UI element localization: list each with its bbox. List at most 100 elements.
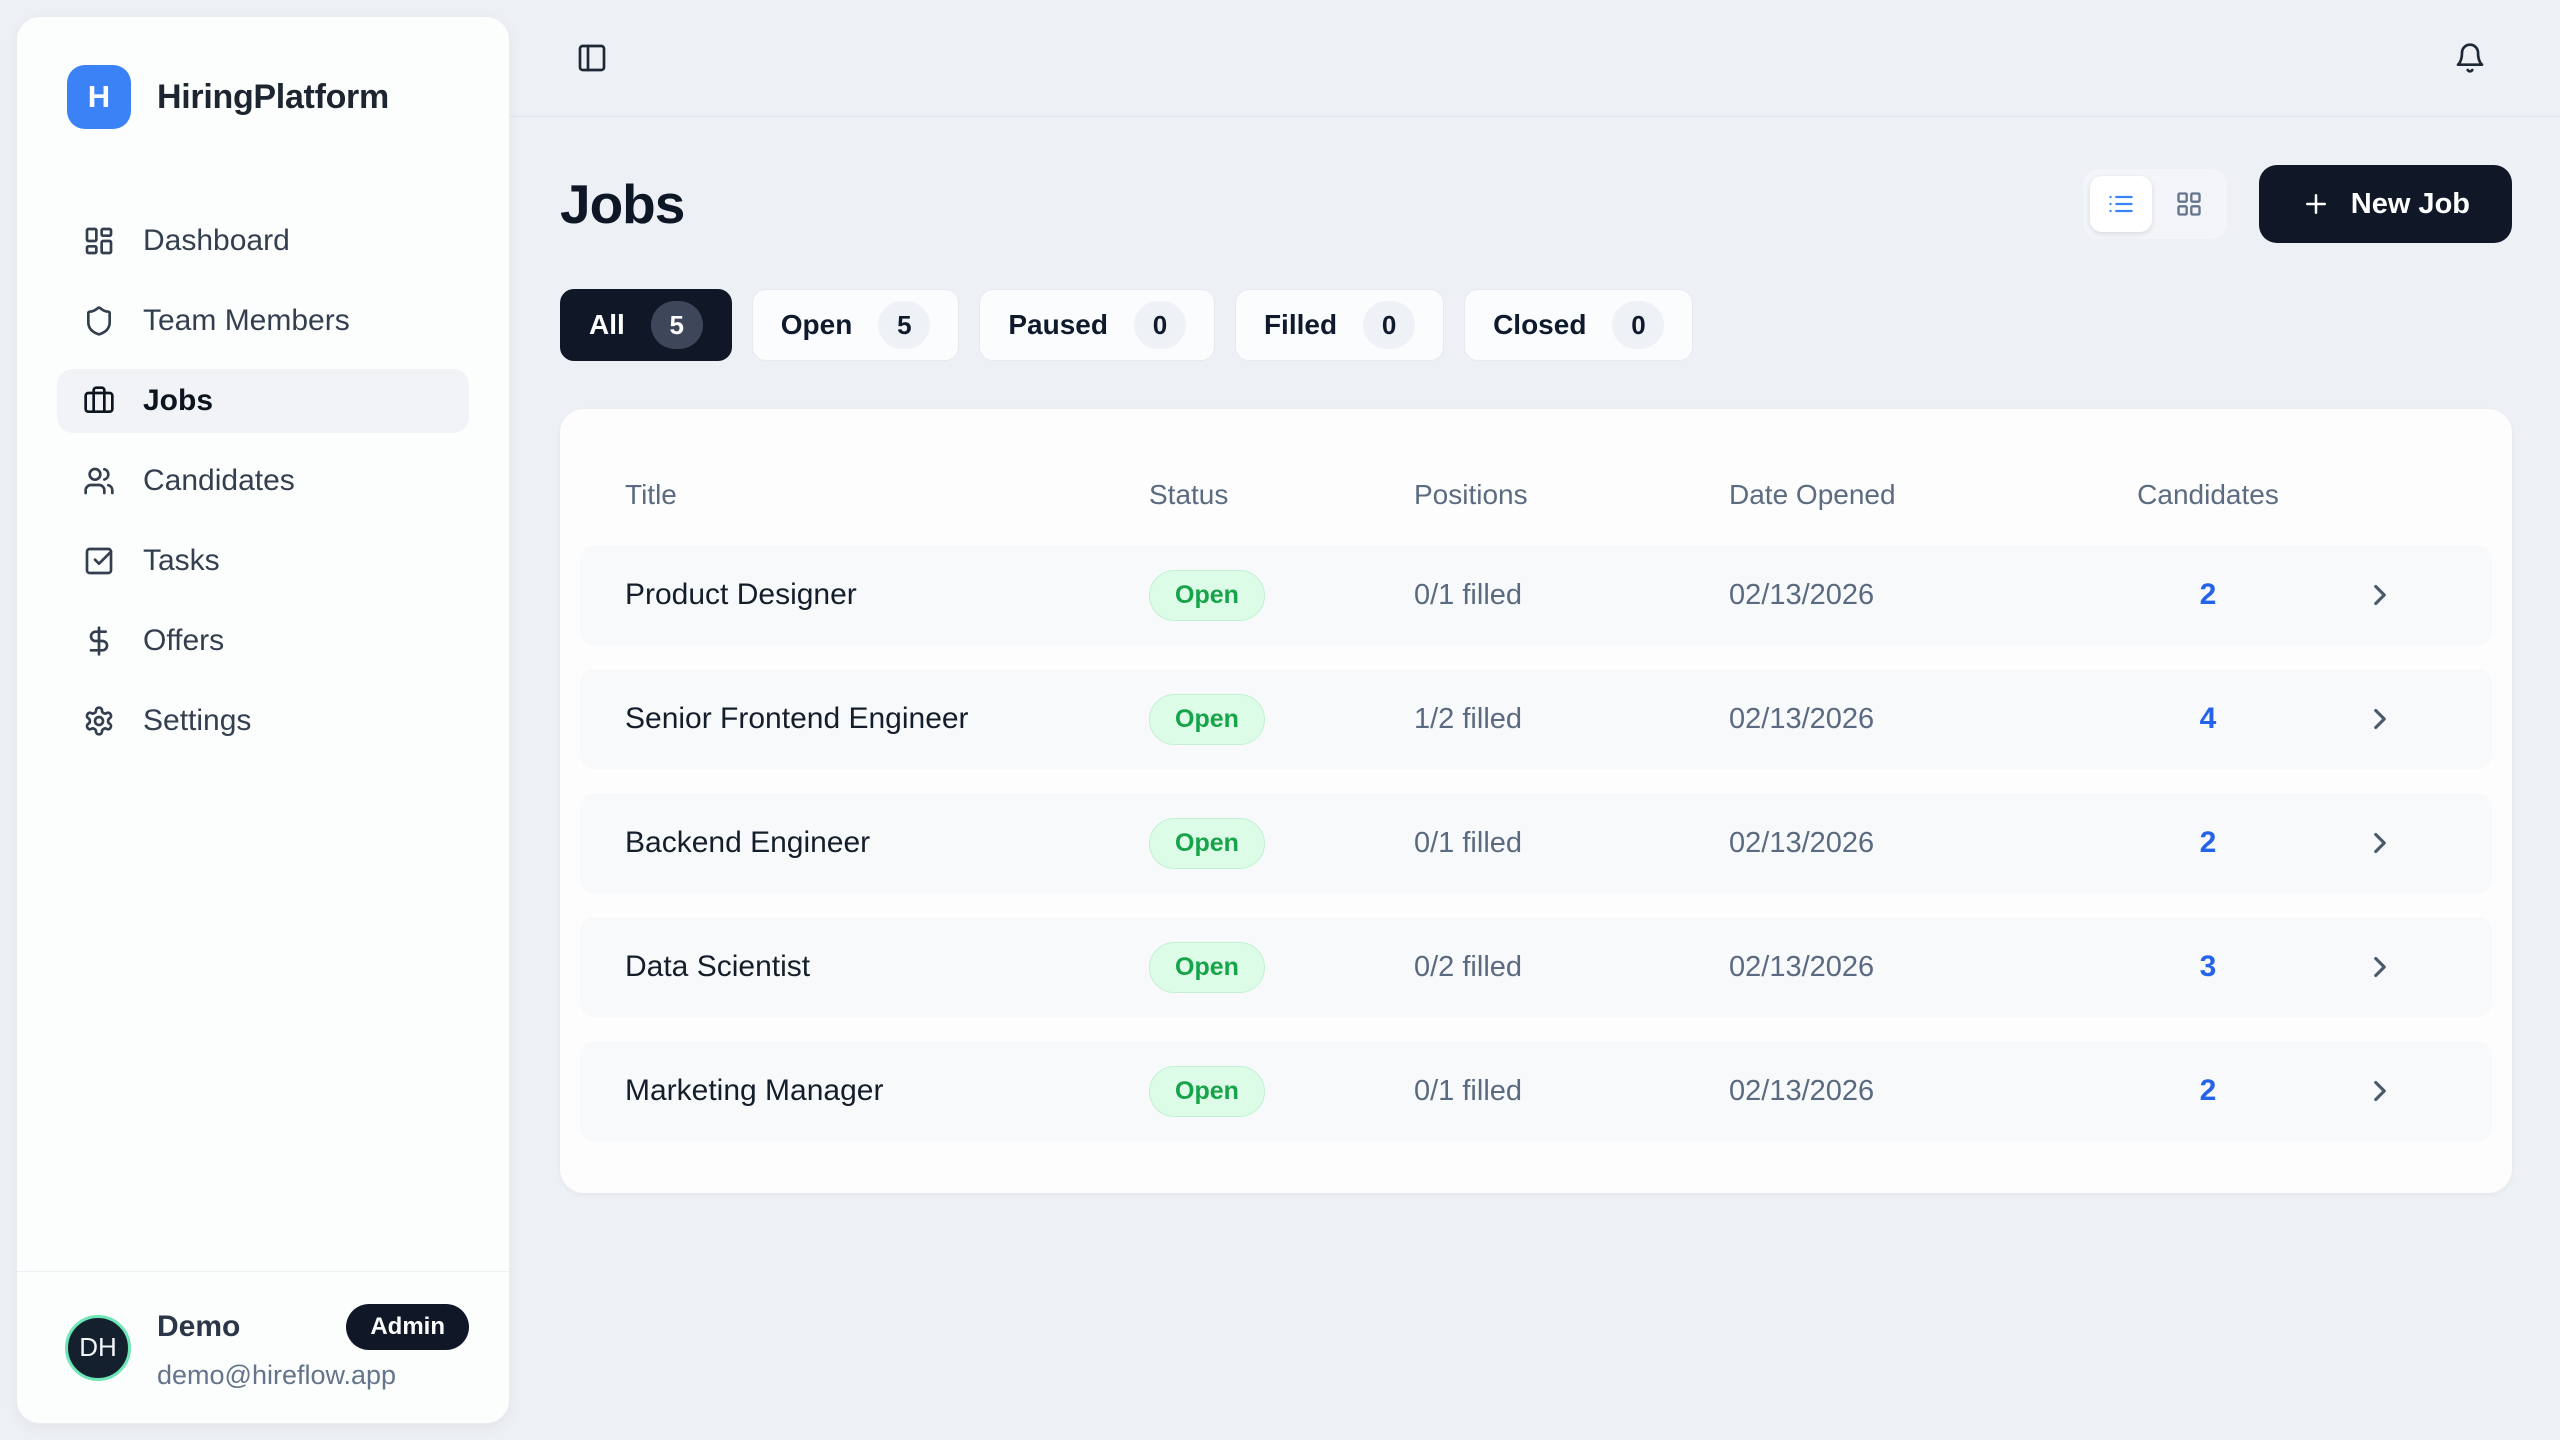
- filter-count-badge: 0: [1133, 301, 1186, 349]
- page-head: Jobs New Job: [560, 165, 2512, 243]
- status-badge: Open: [1149, 817, 1265, 869]
- table-row-data-scientist[interactable]: Data Scientist Open 0/2 filled 02/13/202…: [580, 917, 2492, 1017]
- users-icon: [83, 465, 115, 497]
- table-row-product-designer[interactable]: Product Designer Open 0/1 filled 02/13/2…: [580, 545, 2492, 645]
- filter-tab-label: Filled: [1263, 309, 1338, 340]
- main-area: Jobs New Job All: [510, 0, 2560, 1440]
- status-badge: Open: [1149, 693, 1265, 745]
- table-row-backend-engineer[interactable]: Backend Engineer Open 0/1 filled 02/13/2…: [580, 793, 2492, 893]
- column-header-date-opened: Date Opened: [1729, 479, 1896, 510]
- table-row-marketing-manager[interactable]: Marketing Manager Open 0/1 filled 02/13/…: [580, 1041, 2492, 1141]
- filter-tab-open[interactable]: Open 5: [751, 289, 960, 361]
- new-job-button[interactable]: New Job: [2258, 165, 2512, 243]
- sidebar-item-team-members[interactable]: Team Members: [57, 289, 469, 353]
- shield-icon: [83, 305, 115, 337]
- sidebar-item-tasks[interactable]: Tasks: [57, 529, 469, 593]
- settings-icon: [83, 705, 115, 737]
- candidates-count[interactable]: 2: [2199, 826, 2217, 859]
- layout-dashboard-icon: [83, 225, 115, 257]
- filter-count-badge: 0: [1363, 301, 1416, 349]
- filter-tab-label: Closed: [1493, 309, 1587, 340]
- job-title: Backend Engineer: [625, 826, 871, 859]
- avatar: DH: [65, 1314, 131, 1381]
- list-icon: [2107, 190, 2135, 218]
- positions-filled: 0/1 filled: [1414, 1074, 1523, 1107]
- job-title: Senior Frontend Engineer: [625, 702, 969, 735]
- filter-count-badge: 0: [1612, 301, 1665, 349]
- sidebar-card: H HiringPlatform Dashboard Team Members …: [16, 16, 510, 1424]
- brand-logo: H: [67, 65, 131, 129]
- user-email: demo@hireflow.app: [157, 1360, 397, 1390]
- sidebar-nav: Dashboard Team Members Jobs Candidates: [57, 209, 469, 753]
- status-badge: Open: [1149, 1065, 1265, 1117]
- date-opened: 02/13/2026: [1729, 826, 1875, 859]
- content: Jobs New Job All: [510, 117, 2560, 1193]
- date-opened: 02/13/2026: [1729, 1074, 1875, 1107]
- positions-filled: 0/1 filled: [1414, 826, 1523, 859]
- list-view-button[interactable]: [2089, 176, 2152, 232]
- sidebar-item-label: Candidates: [143, 464, 295, 497]
- candidates-count[interactable]: 4: [2199, 702, 2217, 735]
- date-opened: 02/13/2026: [1729, 702, 1875, 735]
- grid-view-button[interactable]: [2158, 176, 2220, 232]
- positions-filled: 0/1 filled: [1414, 578, 1523, 611]
- sidebar-toggle-button[interactable]: [576, 42, 608, 74]
- chevron-right-icon: [2363, 702, 2397, 736]
- chevron-right-icon: [2363, 1074, 2397, 1108]
- filter-tab-filled[interactable]: Filled 0: [1234, 289, 1445, 361]
- filter-tab-all[interactable]: All 5: [560, 289, 732, 361]
- filter-tab-label: All: [589, 309, 625, 340]
- filter-tab-label: Paused: [1008, 309, 1108, 340]
- filter-tab-paused[interactable]: Paused 0: [979, 289, 1215, 361]
- square-check-icon: [83, 545, 115, 577]
- column-header-status: Status: [1149, 479, 1229, 510]
- filter-tabs: All 5 Open 5 Paused 0 Filled 0: [560, 289, 2512, 361]
- date-opened: 02/13/2026: [1729, 578, 1875, 611]
- sidebar-item-label: Dashboard: [143, 224, 290, 257]
- filter-count-badge: 5: [878, 301, 931, 349]
- table-row-senior-frontend-engineer[interactable]: Senior Frontend Engineer Open 1/2 filled…: [580, 669, 2492, 769]
- table-body: Product Designer Open 0/1 filled 02/13/2…: [580, 545, 2492, 1141]
- column-header-candidates: Candidates: [2137, 479, 2279, 510]
- status-badge: Open: [1149, 569, 1265, 621]
- chevron-right-icon: [2363, 826, 2397, 860]
- briefcase-icon: [83, 385, 115, 417]
- sidebar-item-label: Team Members: [143, 304, 350, 337]
- head-actions: New Job: [2082, 165, 2512, 243]
- sidebar-item-label: Tasks: [143, 544, 220, 577]
- user-info: Demo Admin demo@hireflow.app: [157, 1304, 469, 1391]
- candidates-count[interactable]: 3: [2199, 950, 2217, 983]
- topbar: [510, 0, 2560, 117]
- bell-icon: [2454, 42, 2486, 74]
- sidebar-item-jobs[interactable]: Jobs: [57, 369, 469, 433]
- candidates-count[interactable]: 2: [2199, 578, 2217, 611]
- filter-count-badge: 5: [650, 301, 703, 349]
- sidebar-item-offers[interactable]: Offers: [57, 609, 469, 673]
- notifications-button[interactable]: [2454, 42, 2486, 74]
- chevron-right-icon: [2363, 950, 2397, 984]
- column-header-title: Title: [625, 479, 677, 510]
- dollar-sign-icon: [83, 625, 115, 657]
- sidebar-item-label: Offers: [143, 624, 225, 657]
- grid-icon: [2175, 190, 2203, 218]
- jobs-table: Title Status Positions Date Opened Candi…: [560, 409, 2512, 1193]
- user-name: Demo: [157, 1310, 241, 1343]
- job-title: Product Designer: [625, 578, 857, 611]
- job-title: Marketing Manager: [625, 1074, 884, 1107]
- panel-left-icon: [576, 42, 608, 74]
- sidebar: H HiringPlatform Dashboard Team Members …: [0, 0, 510, 1440]
- status-badge: Open: [1149, 941, 1265, 993]
- page-title: Jobs: [560, 173, 685, 235]
- sidebar-item-label: Settings: [143, 704, 252, 737]
- sidebar-item-label: Jobs: [143, 384, 214, 417]
- role-badge: Admin: [346, 1304, 469, 1350]
- date-opened: 02/13/2026: [1729, 950, 1875, 983]
- sidebar-item-candidates[interactable]: Candidates: [57, 449, 469, 513]
- plus-icon: [2301, 189, 2331, 219]
- column-header-positions: Positions: [1414, 479, 1528, 510]
- filter-tab-closed[interactable]: Closed 0: [1464, 289, 1694, 361]
- candidates-count[interactable]: 2: [2199, 1074, 2217, 1107]
- sidebar-item-dashboard[interactable]: Dashboard: [57, 209, 469, 273]
- sidebar-item-settings[interactable]: Settings: [57, 689, 469, 753]
- table-header-row: Title Status Positions Date Opened Candi…: [580, 433, 2492, 545]
